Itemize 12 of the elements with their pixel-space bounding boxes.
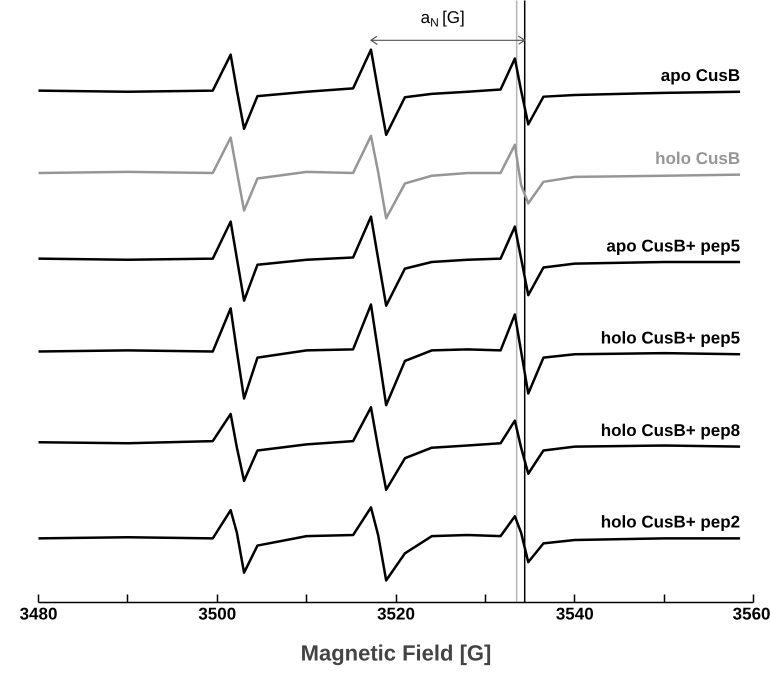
x-axis-title: Magnetic Field [G]	[300, 640, 492, 666]
series-label: apo CusB	[660, 66, 740, 86]
x-tick-label: 3480	[20, 604, 58, 624]
series-label: holo CusB+ pep8	[600, 420, 740, 440]
x-tick-label: 3560	[732, 604, 770, 624]
x-tick-label: 3540	[556, 604, 594, 624]
x-tick-label: 3500	[198, 604, 236, 624]
x-tick-label: 3520	[377, 604, 415, 624]
series-label: apo CusB+ pep5	[606, 236, 740, 256]
series-label: holo CusB+ pep2	[600, 512, 740, 532]
series-label: holo CusB	[655, 149, 740, 168]
series-label: holo CusB+ pep5	[600, 328, 740, 348]
